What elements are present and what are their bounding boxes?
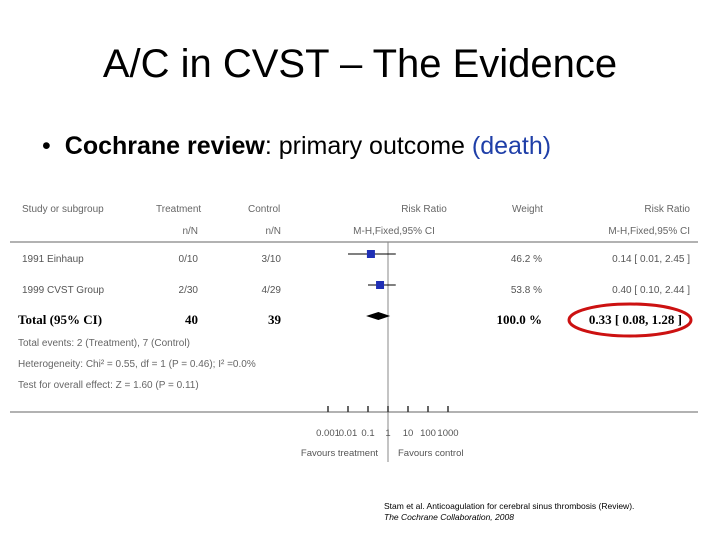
header-risk-ratio-right: Risk Ratio [644,204,690,215]
study-name-1: 1991 Einhaup [22,254,84,265]
study-weight-2: 53.8 % [511,285,542,296]
ci-layer [348,250,396,320]
header-weight: Weight [512,204,543,215]
study-point-1 [366,250,375,258]
note-overall-effect: Test for overall effect: Z = 1.60 (P = 0… [18,380,199,391]
bullet-dot-icon: • [42,132,51,160]
study-control-1: 3/10 [262,254,282,265]
citation-line-2: The Cochrane Collaboration, 2008 [384,512,514,522]
total-treatment: 40 [185,312,198,327]
subheader-risk-ratio: M-H,Fixed,95% CI [353,226,435,237]
highlight-ellipse [567,302,693,338]
x-axis-right-label: Favours control [398,448,463,459]
x-tick-label-5: 10 [403,428,414,439]
subheader-control: n/N [265,226,281,237]
header-treatment: Treatment [156,204,201,215]
x-tick-label-7: 1000 [437,428,458,439]
x-tick-label-6: 100 [420,428,436,439]
study-rr-2: 0.40 [ 0.10, 2.44 ] [612,285,690,296]
total-weight: 100.0 % [497,312,543,327]
study-weight-1: 46.2 % [511,254,542,265]
total-rr: 0.33 [ 0.08, 1.28 ] [589,312,682,327]
study-rr-1: 0.14 [ 0.01, 2.45 ] [612,254,690,265]
citation-line-1: Stam et al. Anticoagulation for cerebral… [384,501,635,511]
study-name-2: 1999 CVST Group [22,285,105,296]
x-axis-left-label: Favours treatment [301,448,378,459]
bullet-blue-text: (death) [471,132,552,160]
study-control-2: 4/29 [262,285,282,296]
note-total-events: Total events: 2 (Treatment), 7 (Control) [18,338,190,349]
study-treatment-2: 2/30 [179,285,199,296]
x-tick-label-1: 0.001 [316,428,340,439]
bullet-bold-text: Cochrane review [64,132,265,160]
header-control: Control [248,204,280,215]
bullet-point: • Cochrane review: primary outcome (death… [42,132,551,161]
slide-title: A/C in CVST – The Evidence [102,42,618,86]
header-risk-ratio: Risk Ratio [401,204,447,215]
subheader-risk-ratio-right: M-H,Fixed,95% CI [608,226,690,237]
x-tick-label-3: 0.1 [361,428,374,439]
bullet-middle-text: : primary outcome [264,132,472,160]
citation: Stam et al. Anticoagulation for cerebral… [384,501,634,523]
note-heterogeneity: Heterogeneity: Chi² = 0.55, df = 1 (P = … [18,359,256,370]
subheader-treatment: n/N [182,226,198,237]
forest-plot: Study or subgroup Treatment Control Risk… [10,204,698,462]
x-tick-label-2: 0.01 [339,428,358,439]
study-point-2 [376,281,385,289]
total-label: Total (95% CI) [18,312,102,327]
x-tick-label-4: 1 [385,428,390,439]
total-control: 39 [268,312,282,327]
study-treatment-1: 0/10 [179,254,199,265]
header-study: Study or subgroup [22,204,104,215]
total-diamond [366,312,391,320]
